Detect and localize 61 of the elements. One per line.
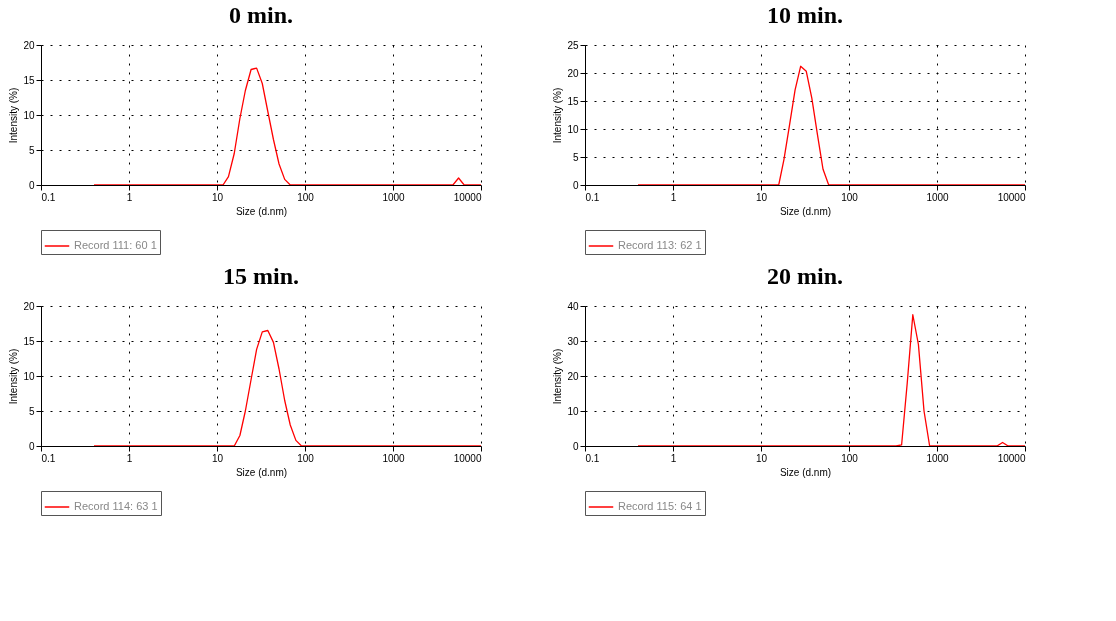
y-tick-label: 10 [567,405,579,417]
y-tick-label: 10 [23,370,35,382]
y-tick-label: 5 [28,405,35,417]
x-tick-label: 1000 [382,452,406,464]
y-tick-label: 0 [572,179,579,191]
legend-label: Record 114: 63 1 [74,500,158,512]
y-tick-label: 15 [23,74,35,86]
chart-title: 10 min. [766,2,844,28]
x-tick-label: 0.1 [41,452,56,464]
x-tick-label: 10 [755,452,768,464]
x-tick-label: 1 [670,191,677,203]
x-tick-label: 100 [297,191,315,203]
y-tick-label: 0 [28,440,35,452]
y-tick-label: 30 [567,335,579,347]
x-tick-label: 10000 [997,191,1026,203]
chart-title: 0 min. [228,2,294,28]
x-tick-label: 1000 [926,191,950,203]
y-tick-label: 20 [567,67,579,79]
y-tick-label: 20 [567,370,579,382]
x-tick-label: 1000 [926,452,950,464]
x-tick-label: 100 [841,191,859,203]
y-tick-label: 20 [23,39,35,51]
y-axis-title: Intensity (%) [552,87,564,144]
x-tick-label: 1 [126,191,133,203]
x-tick-label: 1 [126,452,133,464]
legend-label: Record 113: 62 1 [618,239,702,251]
x-axis-title: Size (d.nm) [779,205,832,217]
legend-label: Record 111: 60 1 [74,239,157,251]
y-tick-label: 5 [28,144,35,156]
y-tick-label: 40 [567,300,579,312]
x-tick-label: 10000 [453,452,482,464]
x-axis-title: Size (d.nm) [235,466,288,478]
y-axis-title: Intensity (%) [552,348,564,405]
x-tick-label: 0.1 [585,191,600,203]
x-tick-label: 0.1 [585,452,600,464]
y-tick-label: 0 [572,440,579,452]
y-tick-label: 20 [23,300,35,312]
y-tick-label: 5 [572,151,579,163]
x-tick-label: 1000 [382,191,406,203]
x-axis-title: Size (d.nm) [779,466,832,478]
y-tick-label: 15 [567,95,579,107]
y-tick-label: 0 [28,179,35,191]
x-tick-label: 10000 [997,452,1026,464]
x-tick-label: 10 [211,191,224,203]
x-tick-label: 10 [211,452,224,464]
y-axis-title: Intensity (%) [8,87,20,144]
chart-title: 15 min. [222,263,300,289]
y-axis-title: Intensity (%) [8,348,20,405]
chart-title: 20 min. [766,263,844,289]
x-tick-label: 0.1 [41,191,56,203]
x-tick-label: 10000 [453,191,482,203]
y-tick-label: 10 [567,123,579,135]
legend-label: Record 115: 64 1 [618,500,702,512]
x-tick-label: 100 [841,452,859,464]
y-tick-label: 15 [23,335,35,347]
x-tick-label: 100 [297,452,315,464]
y-tick-label: 25 [567,39,579,51]
y-tick-label: 10 [23,109,35,121]
x-tick-label: 1 [670,452,677,464]
x-tick-label: 10 [755,191,768,203]
x-axis-title: Size (d.nm) [235,205,288,217]
